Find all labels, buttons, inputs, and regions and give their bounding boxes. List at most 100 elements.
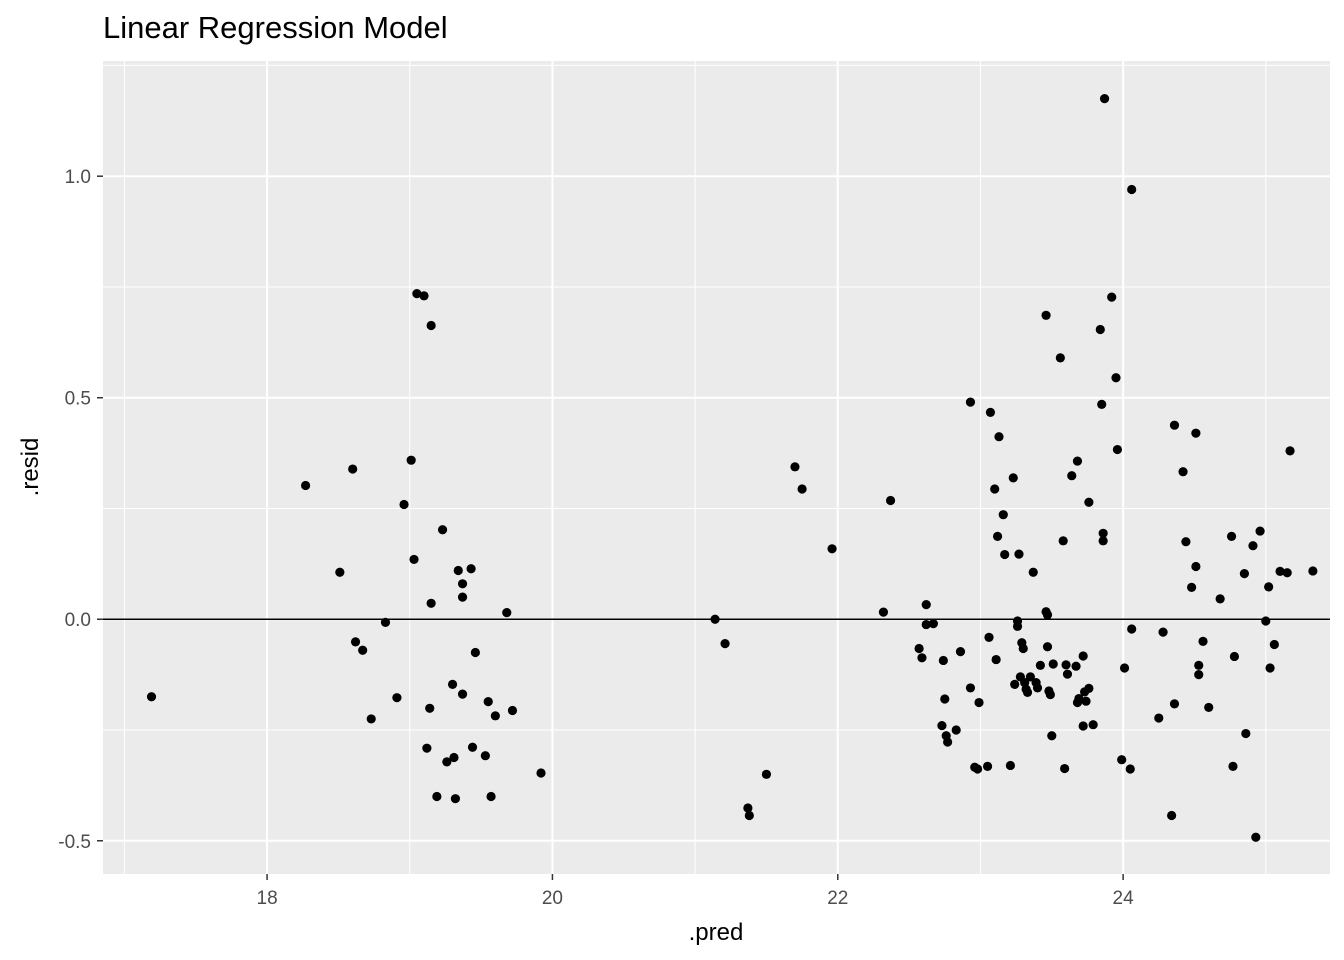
data-point bbox=[1060, 763, 1070, 774]
data-point bbox=[921, 600, 931, 610]
data-point bbox=[991, 654, 1001, 665]
data-point bbox=[878, 607, 889, 617]
data-point bbox=[1018, 643, 1028, 654]
data-point bbox=[1099, 94, 1110, 104]
data-point bbox=[1098, 528, 1108, 538]
data-point bbox=[951, 725, 961, 735]
data-point bbox=[1154, 713, 1164, 723]
data-point bbox=[1194, 670, 1204, 680]
data-point bbox=[1117, 755, 1127, 765]
y-tick-label: 0.5 bbox=[65, 389, 91, 410]
data-point bbox=[1095, 324, 1105, 335]
data-point bbox=[1084, 683, 1094, 693]
data-point bbox=[366, 714, 376, 724]
data-point bbox=[1127, 624, 1137, 634]
data-point bbox=[928, 619, 938, 629]
data-point bbox=[974, 697, 984, 708]
data-point bbox=[1055, 353, 1065, 363]
data-point bbox=[1187, 582, 1197, 592]
data-point bbox=[1072, 456, 1083, 466]
data-point bbox=[965, 683, 976, 693]
data-point bbox=[1167, 810, 1177, 821]
data-point bbox=[419, 291, 429, 301]
data-point bbox=[486, 791, 496, 802]
data-point bbox=[1241, 728, 1251, 739]
data-point bbox=[453, 565, 463, 576]
data-point bbox=[984, 632, 994, 643]
data-point bbox=[502, 607, 512, 618]
data-point bbox=[1025, 672, 1035, 682]
data-point bbox=[1191, 561, 1201, 572]
data-point bbox=[955, 646, 966, 657]
chart-title: Linear Regression Model bbox=[103, 10, 448, 45]
data-point bbox=[467, 742, 478, 752]
y-axis-ticks: -0.5 0.0 0.5 1.0 bbox=[58, 167, 103, 853]
data-point bbox=[1261, 616, 1271, 626]
data-point bbox=[1239, 569, 1249, 579]
data-point bbox=[1269, 639, 1279, 650]
data-point bbox=[1226, 531, 1237, 541]
data-point bbox=[1074, 693, 1084, 704]
data-point bbox=[744, 810, 754, 821]
data-point bbox=[943, 737, 953, 747]
data-point bbox=[1032, 683, 1043, 693]
data-point bbox=[1042, 610, 1053, 620]
data-point bbox=[940, 694, 950, 704]
data-point bbox=[1215, 594, 1225, 604]
data-point bbox=[447, 679, 458, 689]
data-point bbox=[470, 647, 480, 658]
data-point bbox=[507, 705, 518, 716]
data-point bbox=[1071, 661, 1081, 671]
data-point bbox=[432, 791, 442, 802]
data-points bbox=[146, 94, 1318, 842]
data-point bbox=[335, 567, 345, 577]
data-point bbox=[1078, 651, 1088, 661]
data-point bbox=[1035, 660, 1045, 670]
minor-gridlines bbox=[103, 61, 1330, 874]
data-point bbox=[982, 761, 993, 771]
data-point bbox=[972, 764, 983, 774]
data-point bbox=[914, 643, 924, 654]
data-point bbox=[412, 289, 422, 299]
data-point bbox=[994, 432, 1004, 442]
data-point bbox=[426, 320, 436, 331]
data-point bbox=[1000, 549, 1010, 560]
y-tick-label: 0.0 bbox=[65, 610, 91, 631]
y-tick-label: -0.5 bbox=[58, 832, 91, 853]
data-point bbox=[358, 645, 368, 655]
data-point bbox=[1194, 660, 1204, 670]
data-point bbox=[1228, 761, 1238, 771]
x-tick-label: 22 bbox=[827, 888, 848, 909]
data-point bbox=[300, 480, 311, 491]
data-point bbox=[1097, 399, 1107, 409]
data-point bbox=[146, 692, 157, 702]
data-point bbox=[921, 619, 931, 630]
data-point bbox=[1081, 696, 1091, 706]
data-point bbox=[1067, 471, 1077, 481]
data-point bbox=[480, 751, 490, 761]
data-point bbox=[1098, 536, 1108, 546]
data-point bbox=[1112, 444, 1123, 455]
data-point bbox=[1014, 549, 1024, 559]
data-point bbox=[450, 794, 461, 804]
data-point bbox=[998, 510, 1008, 520]
data-point bbox=[1125, 764, 1135, 774]
data-point bbox=[1169, 699, 1180, 709]
data-point bbox=[425, 703, 435, 713]
data-point bbox=[1005, 760, 1016, 771]
data-point bbox=[985, 407, 996, 417]
data-point bbox=[1251, 832, 1261, 842]
data-point bbox=[380, 617, 391, 627]
data-point bbox=[442, 757, 452, 767]
data-point bbox=[938, 655, 948, 666]
plot-panel bbox=[103, 61, 1330, 874]
data-point bbox=[1198, 636, 1208, 646]
data-point bbox=[790, 462, 800, 472]
data-point bbox=[1042, 642, 1053, 652]
data-point bbox=[937, 720, 947, 731]
data-point bbox=[466, 564, 476, 574]
x-axis-ticks: 18 20 22 24 bbox=[257, 874, 1134, 909]
data-point bbox=[426, 598, 436, 608]
data-point bbox=[1028, 567, 1038, 577]
